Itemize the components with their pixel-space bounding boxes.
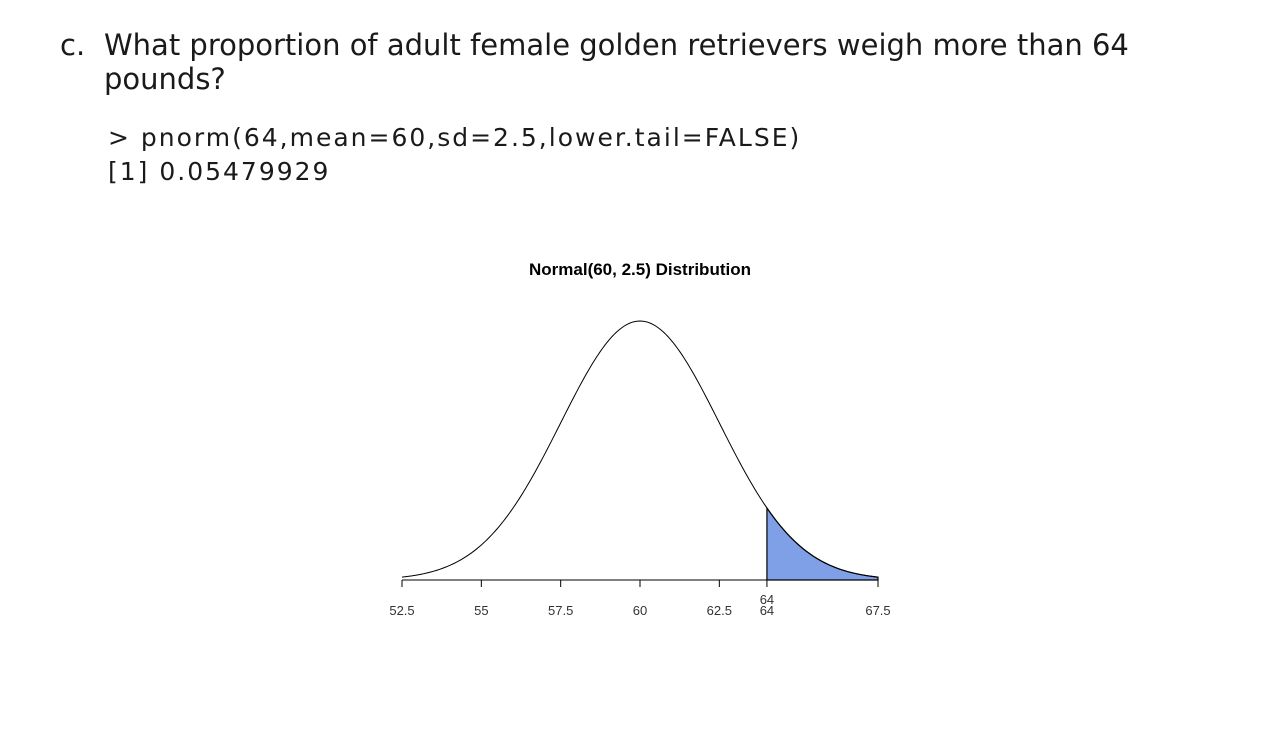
r-output: [1] 0.05479929 [108,157,331,186]
x-tick-label: 62.5 [707,603,732,618]
density-curve [401,320,879,578]
question-marker: c. [60,28,86,62]
shaded-boundary-label: 64 [760,592,774,607]
x-tick-label: 52.5 [389,603,414,618]
r-command: > pnorm(64,mean=60,sd=2.5,lower.tail=FAL… [108,123,802,152]
x-axis-ticks: 52.5 55 57.5 60 62.5 64 67.5 [389,580,891,618]
x-tick-label: 60 [633,603,647,618]
x-tick-label: 67.5 [865,603,890,618]
chart-title: Normal(60, 2.5) Distribution [529,260,751,279]
shaded-tail-area [766,506,879,581]
question-text: What proportion of adult female golden r… [104,28,1129,96]
x-tick-label: 57.5 [548,603,573,618]
chart-svg: Normal(60, 2.5) Distribution 52.5 55 57.5 6… [389,260,891,618]
normal-distribution-chart: Normal(60, 2.5) Distribution 52.5 55 57.5 6… [370,250,910,634]
x-tick-label: 55 [474,603,488,618]
x-tick-label: 64 [760,603,774,618]
r-code-block: > pnorm(64,mean=60,sd=2.5,lower.tail=FAL… [108,121,801,189]
